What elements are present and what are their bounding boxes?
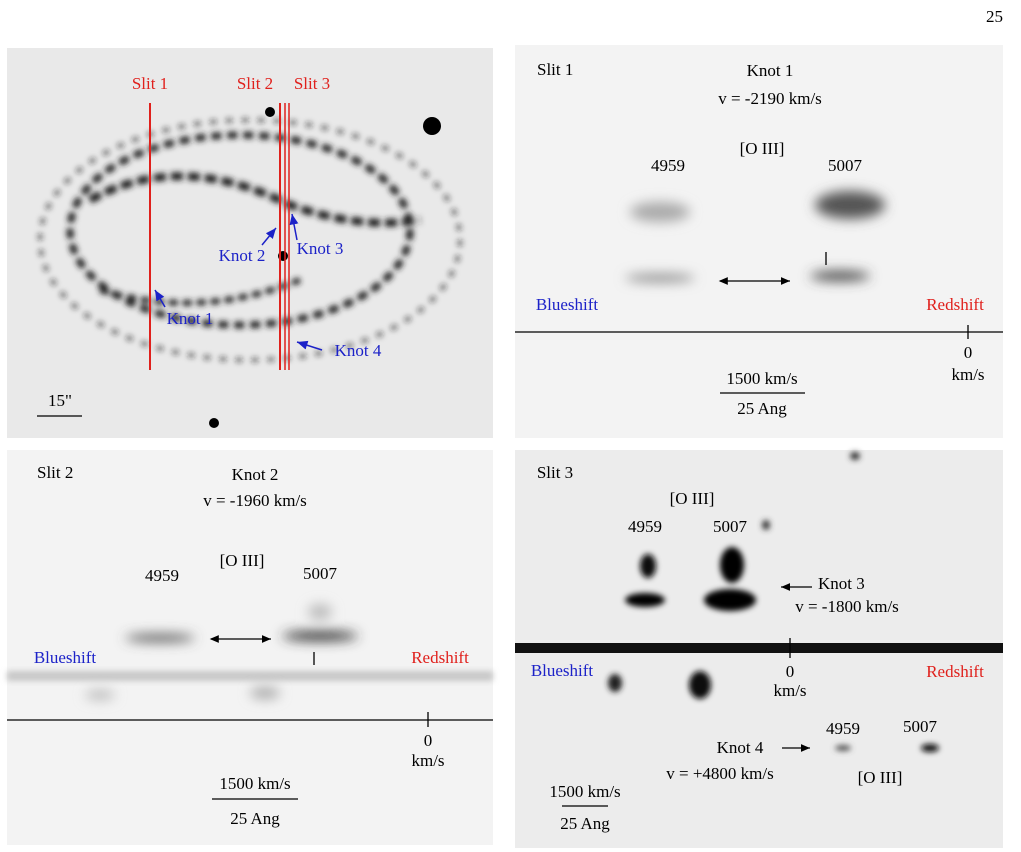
scale-label: 15" <box>48 391 72 410</box>
blueshift-label: Blueshift <box>34 648 97 667</box>
emission <box>85 604 358 700</box>
line-label: 4959 <box>651 156 685 175</box>
velocity-label: v = -1960 km/s <box>203 491 307 510</box>
knot-label: Knot 4 <box>717 738 764 757</box>
slit-label: Slit 2 <box>37 463 73 482</box>
unit-label: km/s <box>951 365 984 384</box>
knot-label: Knot 2 <box>232 465 279 484</box>
unit-label: km/s <box>773 681 806 700</box>
nebula <box>38 118 462 362</box>
blueshift-label: Blueshift <box>536 295 599 314</box>
image-panel: Slit 1 Slit 2 Slit 3 Knot 1 Knot 2 Knot … <box>7 48 493 438</box>
ion-label: [O III] <box>740 139 785 158</box>
unit-label: km/s <box>411 751 444 770</box>
slit-label: Slit 2 <box>237 74 273 93</box>
blueshift-label: Blueshift <box>531 661 594 680</box>
redshift-label: Redshift <box>926 662 984 681</box>
knot-label: Knot 4 <box>335 341 382 360</box>
emission <box>608 452 939 752</box>
star <box>209 418 219 428</box>
line-label: 4959 <box>628 517 662 536</box>
line-label: 4959 <box>145 566 179 585</box>
knot-label: Knot 2 <box>219 246 266 265</box>
slit-label: Slit 3 <box>537 463 573 482</box>
line-label: 5007 <box>713 517 748 536</box>
redshift-label: Redshift <box>411 648 469 667</box>
line-label: 4959 <box>826 719 860 738</box>
zero-label: 0 <box>786 662 795 681</box>
ion-label: [O III] <box>220 551 265 570</box>
spectrum-bg <box>515 45 1003 438</box>
knot-arrow <box>296 340 323 351</box>
knot-arrow <box>261 227 277 246</box>
velocity-label: v = -1800 km/s <box>795 597 899 616</box>
scale-wavelength: 25 Ang <box>737 399 787 418</box>
knot-label: Knot 1 <box>747 61 794 80</box>
knot-arrow <box>154 289 166 308</box>
image-bg <box>7 48 493 438</box>
scale-velocity: 1500 km/s <box>549 782 620 801</box>
emission <box>625 191 885 282</box>
knot-label: Knot 3 <box>818 574 865 593</box>
zero-label: 0 <box>964 343 973 362</box>
velocity-label: v = -2190 km/s <box>718 89 822 108</box>
redshift-label: Redshift <box>926 295 984 314</box>
star <box>265 107 275 117</box>
knot-label: Knot 3 <box>297 239 344 258</box>
line-label: 5007 <box>828 156 863 175</box>
line-label: 5007 <box>903 717 938 736</box>
page-number: 25 <box>986 7 1003 26</box>
slit-label: Slit 3 <box>294 74 330 93</box>
spectrum-panel: Slit 3 [O III] 4959 5007 Knot 3 v = -180… <box>515 450 1003 848</box>
slit-label: Slit 1 <box>537 60 573 79</box>
scale-wavelength: 25 Ang <box>230 809 280 828</box>
continuum-band <box>515 643 1003 653</box>
ion-label: [O III] <box>858 768 903 787</box>
spectrum-panel: Slit 2 Knot 2 v = -1960 km/s [O III] 495… <box>7 450 493 845</box>
ion-label: [O III] <box>670 489 715 508</box>
knot-label: Knot 1 <box>167 309 214 328</box>
spectrum-bg <box>7 450 493 845</box>
star <box>423 117 441 135</box>
continuum-band <box>7 671 493 681</box>
knot-arrow <box>289 213 299 241</box>
scale-velocity: 1500 km/s <box>726 369 797 388</box>
zero-label: 0 <box>424 731 433 750</box>
slit-label: Slit 1 <box>132 74 168 93</box>
spectrum-panel: Slit 1 Knot 1 v = -2190 km/s [O III] 495… <box>515 45 1003 438</box>
velocity-label: v = +4800 km/s <box>666 764 774 783</box>
scale-velocity: 1500 km/s <box>219 774 290 793</box>
scale-wavelength: 25 Ang <box>560 814 610 833</box>
line-label: 5007 <box>303 564 338 583</box>
